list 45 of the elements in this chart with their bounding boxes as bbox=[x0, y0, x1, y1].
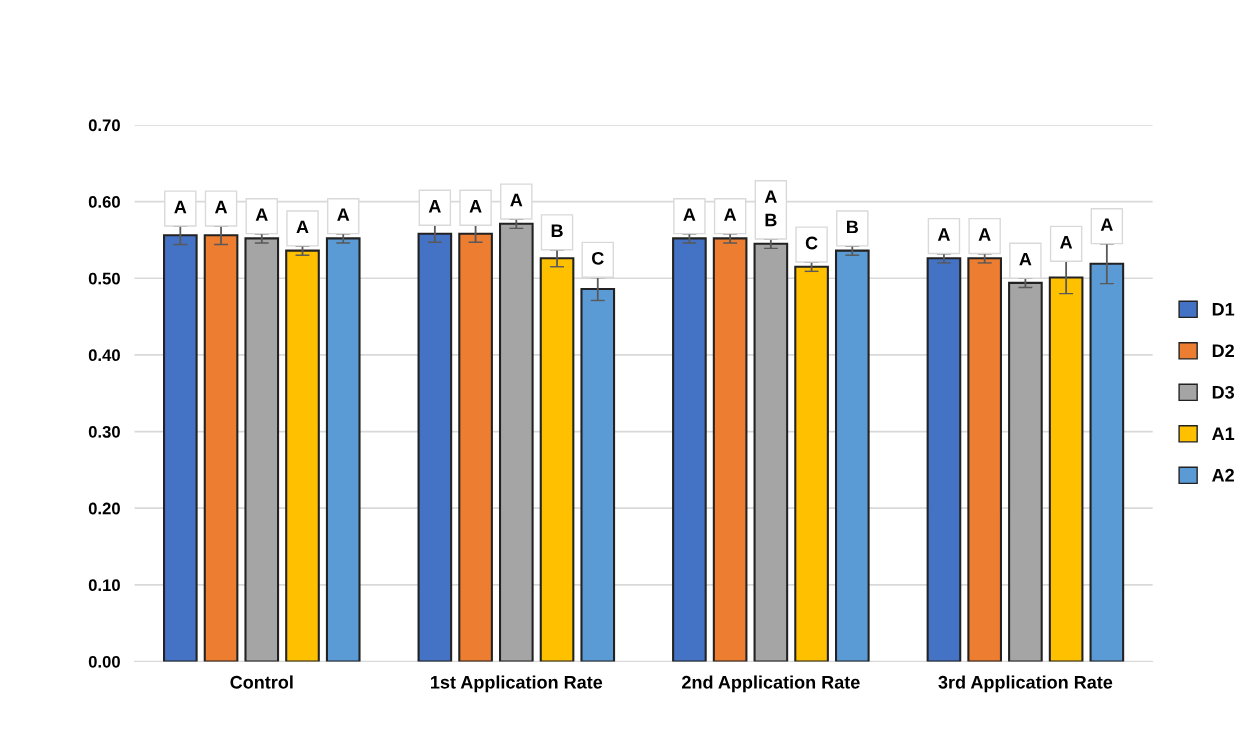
y-tick-label: 0.00 bbox=[88, 655, 120, 668]
y-tick-label: 0.60 bbox=[88, 196, 120, 208]
y-tick-label: 0.10 bbox=[88, 579, 120, 592]
data-label: A bbox=[214, 200, 228, 214]
bar bbox=[203, 234, 239, 662]
x-tick-label: Control bbox=[230, 675, 293, 689]
legend-label: A2 bbox=[1212, 468, 1234, 482]
data-label: A bbox=[174, 200, 187, 214]
bar bbox=[458, 232, 493, 662]
y-tick-label: 0.50 bbox=[88, 272, 120, 285]
data-label: C bbox=[591, 251, 604, 265]
y-tick-label: 0.70 bbox=[88, 119, 120, 132]
legend-label: D3 bbox=[1212, 385, 1235, 399]
bar bbox=[580, 287, 616, 662]
bar bbox=[539, 257, 575, 662]
y-tick-label: 0.40 bbox=[88, 349, 120, 362]
bar bbox=[1048, 276, 1084, 662]
y-tick-label: 0.30 bbox=[88, 425, 120, 438]
data-label: A B bbox=[764, 190, 777, 227]
data-label: A bbox=[510, 193, 523, 207]
data-label: A bbox=[937, 228, 950, 241]
bar bbox=[162, 234, 198, 662]
data-label: A bbox=[469, 200, 482, 213]
legend-label: D2 bbox=[1212, 344, 1234, 357]
data-label: A bbox=[683, 208, 696, 221]
data-label: A bbox=[337, 208, 350, 221]
data-label: A bbox=[296, 220, 309, 234]
data-label: A bbox=[1060, 236, 1073, 249]
bar bbox=[417, 232, 453, 662]
x-tick-label: 3rd Application Rate bbox=[938, 675, 1113, 693]
x-tick-label: 1st Application Rate bbox=[431, 675, 603, 693]
bar bbox=[1089, 262, 1125, 662]
data-label: B bbox=[847, 220, 859, 234]
data-label: A bbox=[1100, 218, 1113, 231]
data-label: B bbox=[551, 224, 563, 237]
data-label: A bbox=[255, 208, 268, 221]
data-label: A bbox=[978, 228, 991, 241]
data-label: A bbox=[1019, 252, 1032, 266]
x-tick-label: 2nd Application Rate bbox=[682, 675, 860, 693]
legend-label: A1 bbox=[1212, 427, 1235, 440]
legend-label: D1 bbox=[1212, 303, 1235, 316]
y-tick-label: 0.20 bbox=[88, 502, 120, 515]
data-label: A bbox=[428, 200, 441, 213]
data-label: A bbox=[724, 208, 737, 221]
data-label: C bbox=[805, 236, 818, 250]
